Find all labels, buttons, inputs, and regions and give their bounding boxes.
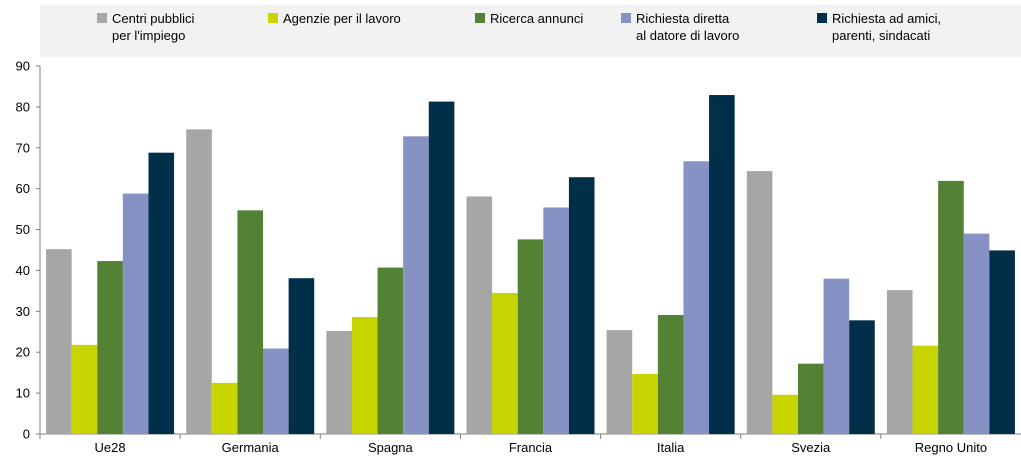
- x-tick-label: Italia: [657, 440, 685, 455]
- bar: [823, 278, 850, 434]
- y-axis: 0 10 20 30 40 50 60 70 80 90: [16, 59, 41, 442]
- legend-label: Richiesta ad amici,: [832, 11, 941, 26]
- legend-label: Agenzie per il lavoro: [283, 11, 401, 26]
- legend-background: [40, 5, 1021, 57]
- bar: [97, 261, 123, 434]
- bar: [46, 249, 72, 434]
- bar: [606, 330, 633, 434]
- x-tick-label: Ue28: [95, 440, 126, 455]
- bar: [466, 196, 493, 434]
- bar: [709, 95, 735, 434]
- bar: [989, 250, 1015, 434]
- legend-label: per l'impiego: [112, 28, 185, 43]
- y-tick-label: 80: [16, 99, 30, 114]
- bar: [849, 320, 875, 434]
- bar: [148, 152, 175, 434]
- bar: [237, 210, 264, 434]
- legend-label: Richiesta diretta: [636, 11, 730, 26]
- legend-label: al datore di lavoro: [636, 28, 739, 43]
- y-tick-label: 30: [16, 304, 30, 319]
- bar: [288, 278, 315, 434]
- x-tick-label: Svezia: [791, 440, 831, 455]
- bar: [351, 317, 378, 434]
- x-axis: Ue28 Germania Spagna Francia Italia Svezia Reg…: [39, 433, 1021, 455]
- bar: [71, 344, 98, 434]
- bar: [403, 136, 429, 434]
- bar: [377, 267, 404, 434]
- bar: [543, 207, 569, 434]
- bar: [938, 180, 964, 434]
- legend-swatch: [475, 13, 485, 23]
- legend-label: Centri pubblici: [112, 11, 194, 26]
- legend-label: parenti, sindacati: [832, 28, 930, 43]
- legend: Centri pubblici per l'impiego Agenzie per …: [97, 11, 941, 43]
- bar: [122, 193, 149, 434]
- y-tick-label: 90: [16, 59, 30, 74]
- bar: [963, 233, 990, 434]
- x-tick-label: Francia: [509, 440, 553, 455]
- bar: [263, 348, 289, 434]
- legend-swatch: [817, 13, 827, 23]
- legend-swatch: [621, 13, 631, 23]
- bar: [517, 239, 544, 434]
- bar: [211, 382, 238, 434]
- x-tick-label: Germania: [222, 440, 280, 455]
- bar: [326, 330, 352, 434]
- legend-label: Ricerca annunci: [490, 11, 583, 26]
- y-tick-label: 10: [16, 386, 30, 401]
- bar: [683, 161, 710, 434]
- y-tick-label: 60: [16, 181, 30, 196]
- y-tick-label: 70: [16, 140, 30, 155]
- bar: [568, 177, 595, 434]
- bar: [912, 345, 939, 434]
- x-tick-label: Spagna: [368, 440, 414, 455]
- y-tick-label: 0: [23, 427, 30, 442]
- y-tick-label: 50: [16, 222, 30, 237]
- y-tick-label: 40: [16, 263, 30, 278]
- bar: [797, 363, 824, 434]
- x-tick-label: Regno Unito: [915, 440, 987, 455]
- legend-swatch: [268, 13, 278, 23]
- bar: [772, 394, 798, 434]
- bar: [492, 292, 518, 434]
- bar: [657, 315, 684, 434]
- bar: [632, 373, 658, 434]
- y-tick-label: 20: [16, 345, 30, 360]
- bar: [746, 171, 773, 434]
- legend-swatch: [97, 13, 107, 23]
- bar: [186, 129, 212, 434]
- bar: [428, 101, 455, 434]
- bar: [886, 290, 913, 434]
- bars: [46, 95, 1015, 434]
